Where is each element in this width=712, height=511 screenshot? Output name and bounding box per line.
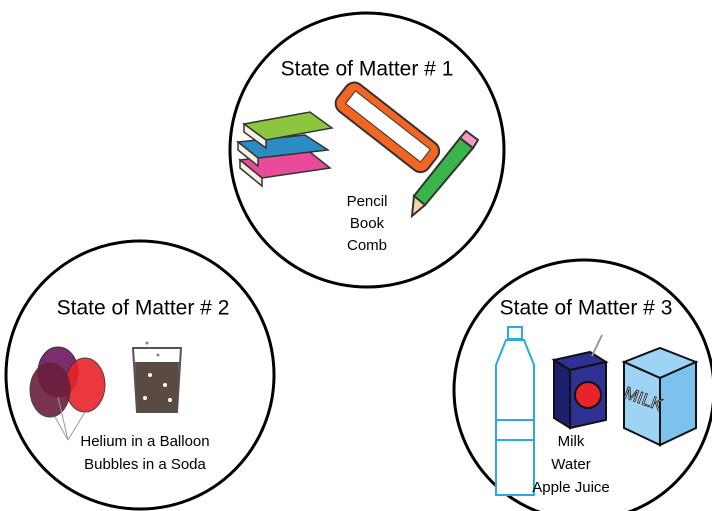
item: Book (350, 215, 385, 232)
circle-title: State of Matter # 1 (281, 58, 454, 81)
item: Comb (347, 237, 387, 254)
circle-title: State of Matter # 3 (500, 297, 673, 320)
item: Pencil (347, 193, 388, 210)
item: Apple Juice (532, 479, 610, 496)
item: Bubbles in a Soda (84, 456, 206, 473)
item: Helium in a Balloon (80, 433, 209, 450)
water-bottle-icon (496, 327, 534, 495)
circle-title: State of Matter # 2 (57, 297, 230, 320)
item: Milk (558, 433, 585, 450)
diagram: MILK State of Matter # 1 Pencil Book Com… (0, 0, 712, 511)
milk-carton-icon: MILK (621, 348, 696, 445)
item: Water (551, 456, 590, 473)
soda-glass-icon (133, 342, 181, 413)
